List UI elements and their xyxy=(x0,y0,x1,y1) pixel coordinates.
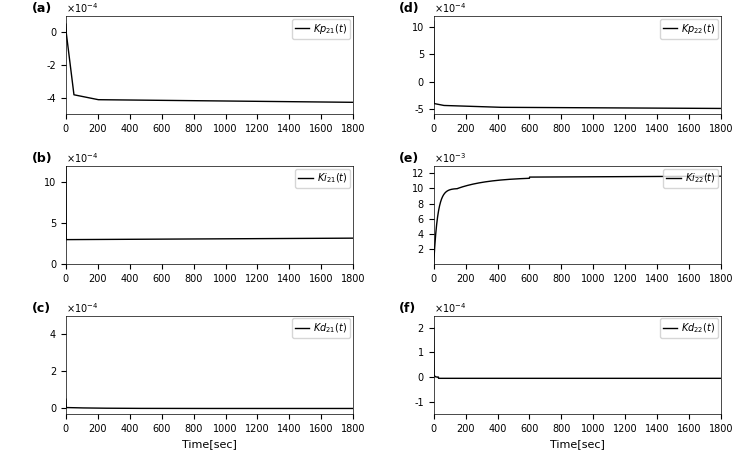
X-axis label: Time[sec]: Time[sec] xyxy=(182,440,237,450)
Text: $\times 10^{-4}$: $\times 10^{-4}$ xyxy=(66,301,98,314)
Text: (d): (d) xyxy=(399,2,420,15)
Legend: $Kd_{{\rm 22}}(t)$: $Kd_{{\rm 22}}(t)$ xyxy=(660,318,718,338)
Text: $\times 10^{-4}$: $\times 10^{-4}$ xyxy=(66,1,98,15)
Legend: $Ki_{{\rm 21}}(t)$: $Ki_{{\rm 21}}(t)$ xyxy=(296,169,351,188)
Legend: $Ki_{{\rm 22}}(t)$: $Ki_{{\rm 22}}(t)$ xyxy=(663,169,718,188)
Legend: $Kp_{{\rm 21}}(t)$: $Kp_{{\rm 21}}(t)$ xyxy=(292,19,351,39)
Text: (c): (c) xyxy=(31,302,51,314)
Legend: $Kd_{{\rm 21}}(t)$: $Kd_{{\rm 21}}(t)$ xyxy=(292,318,351,338)
Text: $\times 10^{-4}$: $\times 10^{-4}$ xyxy=(433,1,466,15)
Text: $\times 10^{-4}$: $\times 10^{-4}$ xyxy=(66,151,98,165)
X-axis label: Time[sec]: Time[sec] xyxy=(550,440,605,450)
Legend: $Kp_{{\rm 22}}(t)$: $Kp_{{\rm 22}}(t)$ xyxy=(660,19,718,39)
Text: (e): (e) xyxy=(399,152,419,165)
Text: $\times 10^{-4}$: $\times 10^{-4}$ xyxy=(433,301,466,314)
Text: (a): (a) xyxy=(31,2,52,15)
Text: (f): (f) xyxy=(399,302,417,314)
Text: $\times 10^{-3}$: $\times 10^{-3}$ xyxy=(433,151,466,165)
Text: (b): (b) xyxy=(31,152,52,165)
